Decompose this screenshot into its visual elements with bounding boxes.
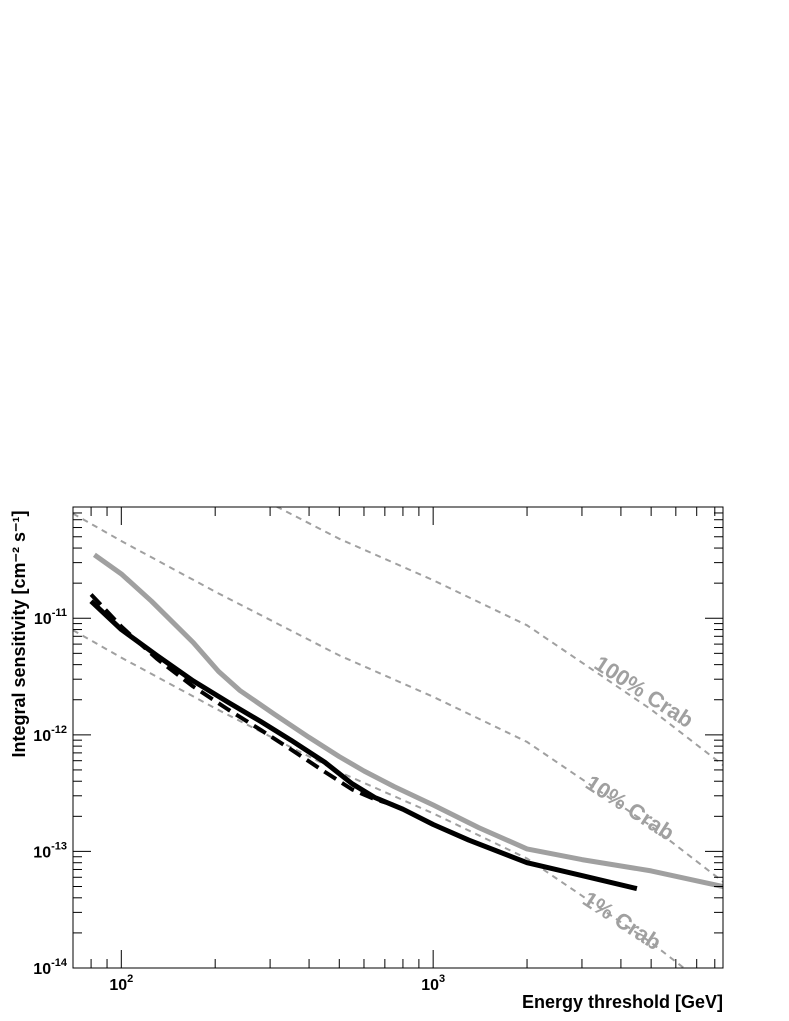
series-line-3 [89,593,395,807]
series-line-1 [92,552,723,889]
series-lines [89,552,723,892]
plot-area [73,507,723,968]
reference-line-100pct-crab [275,507,723,766]
y-axis-title: Integral sensitivity [cm⁻² s⁻¹] [9,510,29,757]
x-axis-title: Energy threshold [GeV] [522,992,723,1012]
series-line-2 [89,599,638,892]
reference-line-1pct-crab [73,629,686,968]
y-tick-label: 10-11 [34,607,67,628]
axis-tick-labels: 102 103 10-14 10-13 10-12 10-11 [33,607,445,994]
reference-lines [73,507,723,968]
x-tick-label: 103 [421,973,445,994]
y-tick-label: 10-13 [33,840,67,861]
plot-frame [72,506,724,969]
axis-ticks [72,506,723,969]
reference-line-10pct-crab [73,512,723,883]
y-tick-label: 10-14 [33,957,68,978]
y-tick-label: 10-12 [33,724,67,745]
x-tick-label: 102 [109,973,133,994]
